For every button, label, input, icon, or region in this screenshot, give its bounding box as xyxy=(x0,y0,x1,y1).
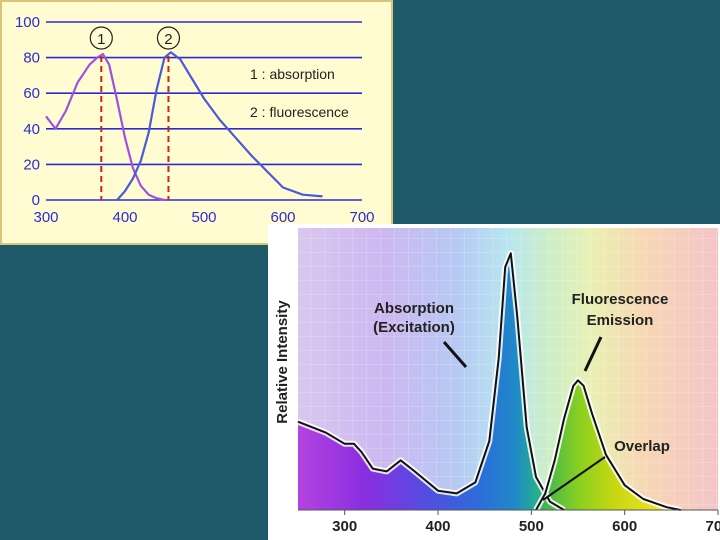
series-line-1 xyxy=(45,52,165,202)
spectrum-fill-2 xyxy=(536,380,681,510)
chart1-x-tick-label: 300 xyxy=(33,209,58,226)
emission-label-line2: Emission xyxy=(587,312,654,329)
chart2-x-tick-label: 700 xyxy=(705,518,720,535)
overlap-label: Overlap xyxy=(614,438,670,455)
chart1-x-tick-label: 700 xyxy=(349,209,374,226)
chart1-background xyxy=(0,0,393,245)
absorption-fluorescence-line-chart: 0 20 40 60 80 100 300 400 500 600 700 1 2 1 : abso… xyxy=(0,0,393,245)
peak-number-label-1: 1 xyxy=(97,31,105,48)
chart2-x-tick-label: 400 xyxy=(425,518,450,535)
chart1-x-tick-label: 600 xyxy=(270,209,295,226)
chart2-x-tick-label: 300 xyxy=(332,518,357,535)
overlap-pointer xyxy=(542,456,606,501)
chart2-x-tick-label: 500 xyxy=(519,518,544,535)
spectrum-outline-2 xyxy=(535,379,681,511)
y-axis-label: Relative Intensity xyxy=(274,300,291,424)
chart2-x-tick-label: 600 xyxy=(612,518,637,535)
chart1-y-tick-label: 100 xyxy=(15,14,40,31)
absorption-pointer xyxy=(442,341,468,368)
chart1-frame xyxy=(0,0,393,245)
series-line-2 xyxy=(116,51,323,201)
emission-pointer xyxy=(583,336,603,372)
chart1-x-tick-label: 500 xyxy=(191,209,216,226)
absorption-label-line1: Absorption xyxy=(374,300,454,317)
chart1-x-tick-label: 400 xyxy=(112,209,137,226)
chart1-y-tick-label: 40 xyxy=(23,121,40,138)
spectrum-fill-1 xyxy=(298,253,564,511)
peak-number-circle-2 xyxy=(156,26,181,50)
chart1-y-tick-label: 60 xyxy=(23,85,40,102)
excitation-emission-spectrum-chart: 300 400 500 600 700 Relative Intensity Absor… xyxy=(268,224,720,540)
absorption-label-line2: (Excitation) xyxy=(373,319,455,336)
chart1-y-tick-label: 20 xyxy=(23,156,40,173)
emission-label-line1: Fluorescence xyxy=(572,291,669,308)
spectrum-outline-1 xyxy=(297,252,565,511)
chart1-y-tick-label: 80 xyxy=(23,50,40,67)
legend-fluorescence: 2 : fluorescence xyxy=(250,104,349,120)
peak-number-label-2: 2 xyxy=(164,31,172,48)
peak-number-circle-1 xyxy=(89,26,113,50)
legend-absorption: 1 : absorption xyxy=(250,66,335,82)
chart1-y-tick-label: 0 xyxy=(32,192,40,209)
